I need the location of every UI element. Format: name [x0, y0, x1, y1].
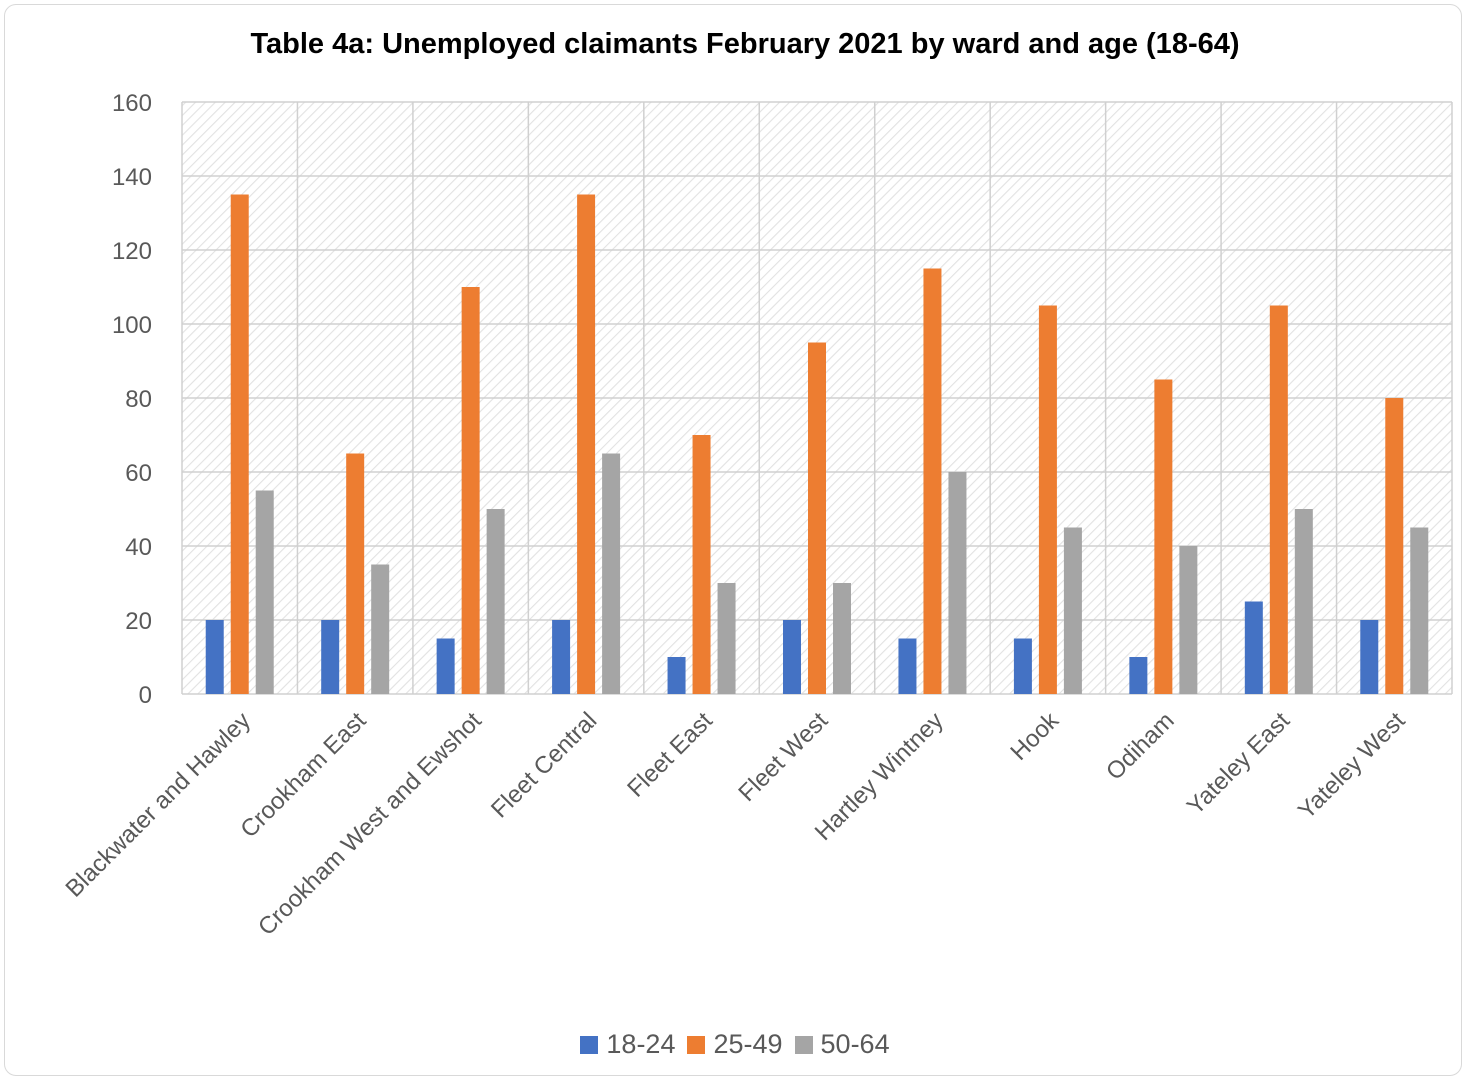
bar-25-49-7	[1038, 305, 1057, 694]
x-tick-label: Fleet West	[733, 707, 833, 807]
bar-18-24-5	[783, 620, 801, 694]
legend-item-25-49: 25-49	[687, 1029, 783, 1060]
y-tick-label: 100	[112, 312, 152, 339]
bar-25-49-0	[230, 194, 249, 694]
bar-50-64-6	[948, 472, 967, 694]
bar-50-64-5	[833, 583, 851, 694]
bar-18-24-0	[205, 620, 224, 694]
y-tick-label: 0	[139, 682, 152, 709]
bar-50-64-10	[1410, 527, 1429, 694]
x-tick-label: Yateley West	[1293, 707, 1411, 825]
bar-50-64-1	[371, 564, 390, 694]
legend-swatch-25-49	[687, 1035, 706, 1054]
legend-item-50-64: 50-64	[794, 1029, 890, 1060]
x-tick-label: Fleet East	[622, 707, 718, 803]
legend-label-18-24: 18-24	[606, 1029, 676, 1059]
bar-50-64-7	[1063, 527, 1082, 694]
bar-18-24-1	[321, 620, 340, 694]
bar-25-49-4	[692, 435, 711, 694]
y-tick-label: 160	[112, 90, 152, 117]
x-tick-label: Blackwater and Hawley	[60, 707, 255, 902]
bar-18-24-9	[1244, 601, 1263, 694]
y-tick-label: 120	[112, 238, 152, 265]
bar-25-49-8	[1154, 379, 1173, 694]
bar-25-49-6	[923, 268, 942, 694]
bar-18-24-2	[436, 638, 455, 694]
bar-25-49-5	[808, 342, 826, 694]
bar-18-24-6	[898, 638, 917, 694]
bar-18-24-4	[667, 657, 686, 694]
bar-18-24-3	[552, 620, 571, 694]
bar-18-24-7	[1013, 638, 1032, 694]
bar-18-24-10	[1360, 620, 1379, 694]
legend-label-25-49: 25-49	[713, 1029, 783, 1059]
legend-swatch-50-64	[794, 1035, 813, 1054]
y-tick-label: 80	[125, 386, 152, 413]
bar-50-64-4	[717, 583, 736, 694]
bar-25-49-1	[346, 453, 365, 694]
legend-swatch-18-24	[580, 1035, 599, 1054]
bar-25-49-9	[1269, 305, 1288, 694]
bar-25-49-2	[461, 287, 480, 694]
x-tick-label: Crookham West and Ewshot	[253, 707, 487, 941]
bar-50-64-3	[602, 453, 621, 694]
chart-title: Table 4a: Unemployed claimants February …	[250, 28, 1240, 60]
x-tick-label: Fleet Central	[486, 707, 602, 823]
y-tick-label: 60	[125, 460, 152, 487]
legend-label-50-64: 50-64	[820, 1029, 890, 1059]
bar-50-64-8	[1179, 546, 1198, 694]
legend-item-18-24: 18-24	[580, 1029, 675, 1060]
x-tick-label: Hook	[1005, 706, 1064, 765]
bar-18-24-8	[1129, 657, 1148, 694]
y-tick-label: 40	[125, 534, 152, 561]
x-tick-label: Yateley East	[1182, 707, 1295, 820]
chart-legend: 18-24 25-49 50-64	[0, 1029, 1470, 1060]
bar-50-64-9	[1294, 509, 1313, 694]
y-tick-label: 20	[125, 608, 152, 635]
bar-25-49-10	[1385, 398, 1404, 694]
bar-50-64-2	[486, 509, 505, 694]
bar-25-49-3	[577, 194, 596, 694]
x-tick-label: Odiham	[1101, 707, 1180, 786]
y-tick-label: 140	[112, 164, 152, 191]
bar-50-64-0	[255, 490, 274, 694]
